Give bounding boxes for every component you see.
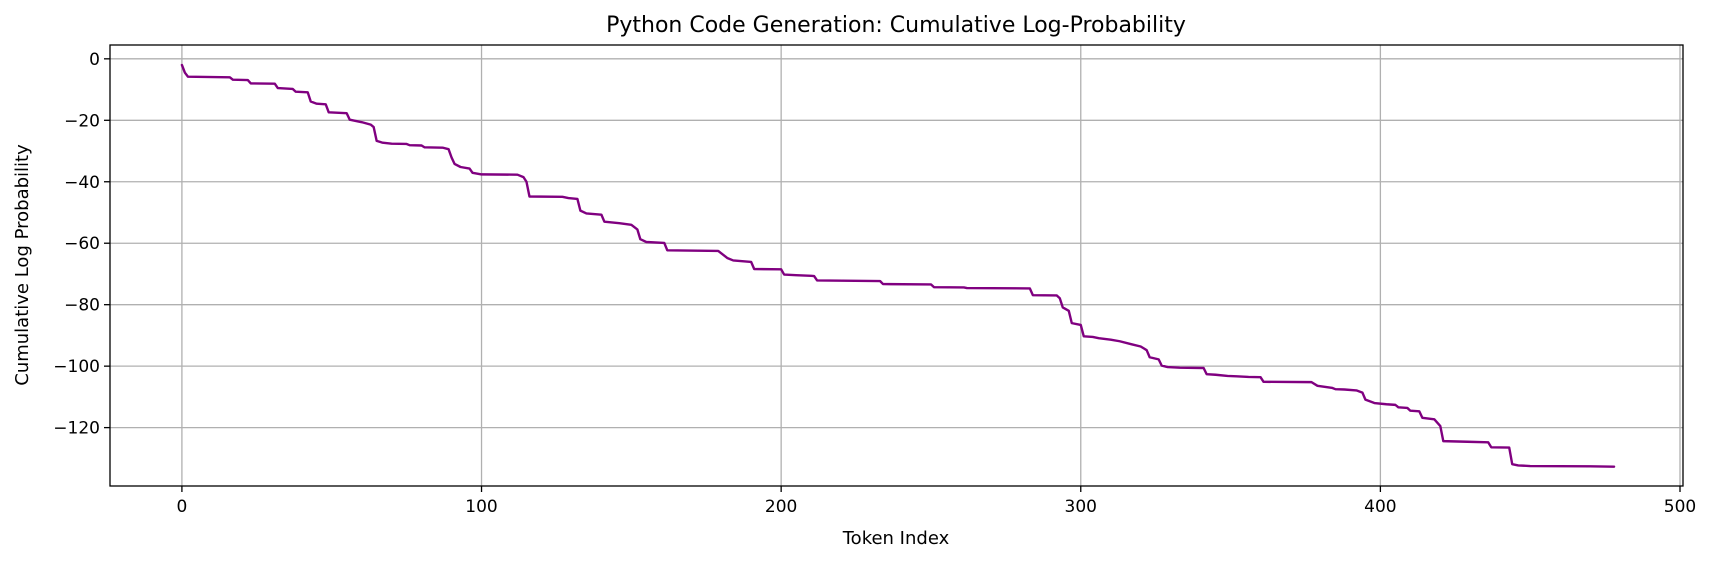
y-tick-label: −40: [64, 173, 100, 193]
chart-title: Python Code Generation: Cumulative Log-P…: [606, 13, 1186, 38]
y-tick-label: −120: [53, 419, 100, 439]
y-tick-label: −80: [64, 296, 100, 316]
series-layer: [180, 63, 1616, 468]
y-tick-label: −60: [64, 234, 100, 254]
x-tick-label: 100: [465, 497, 497, 517]
grid-lines: [110, 45, 1683, 486]
y-tick-label: −20: [64, 111, 100, 131]
x-tick-label: 400: [1364, 497, 1396, 517]
x-tick-label: 0: [176, 497, 187, 517]
series-line: [180, 63, 1616, 468]
axis-ticks: 0 100 200 300 400 500 0 −20 −40 −60 −80 −100 −120: [53, 50, 1696, 517]
plot-frame: [109, 44, 1684, 487]
x-tick-label: 500: [1664, 497, 1696, 517]
x-tick-label: 200: [765, 497, 797, 517]
x-tick-label: 300: [1065, 497, 1097, 517]
y-tick-label: −100: [53, 357, 100, 377]
y-axis-label: Cumulative Log Probability: [12, 144, 33, 386]
x-axis-label: Token Index: [842, 528, 950, 549]
y-tick-label: 0: [89, 50, 100, 70]
